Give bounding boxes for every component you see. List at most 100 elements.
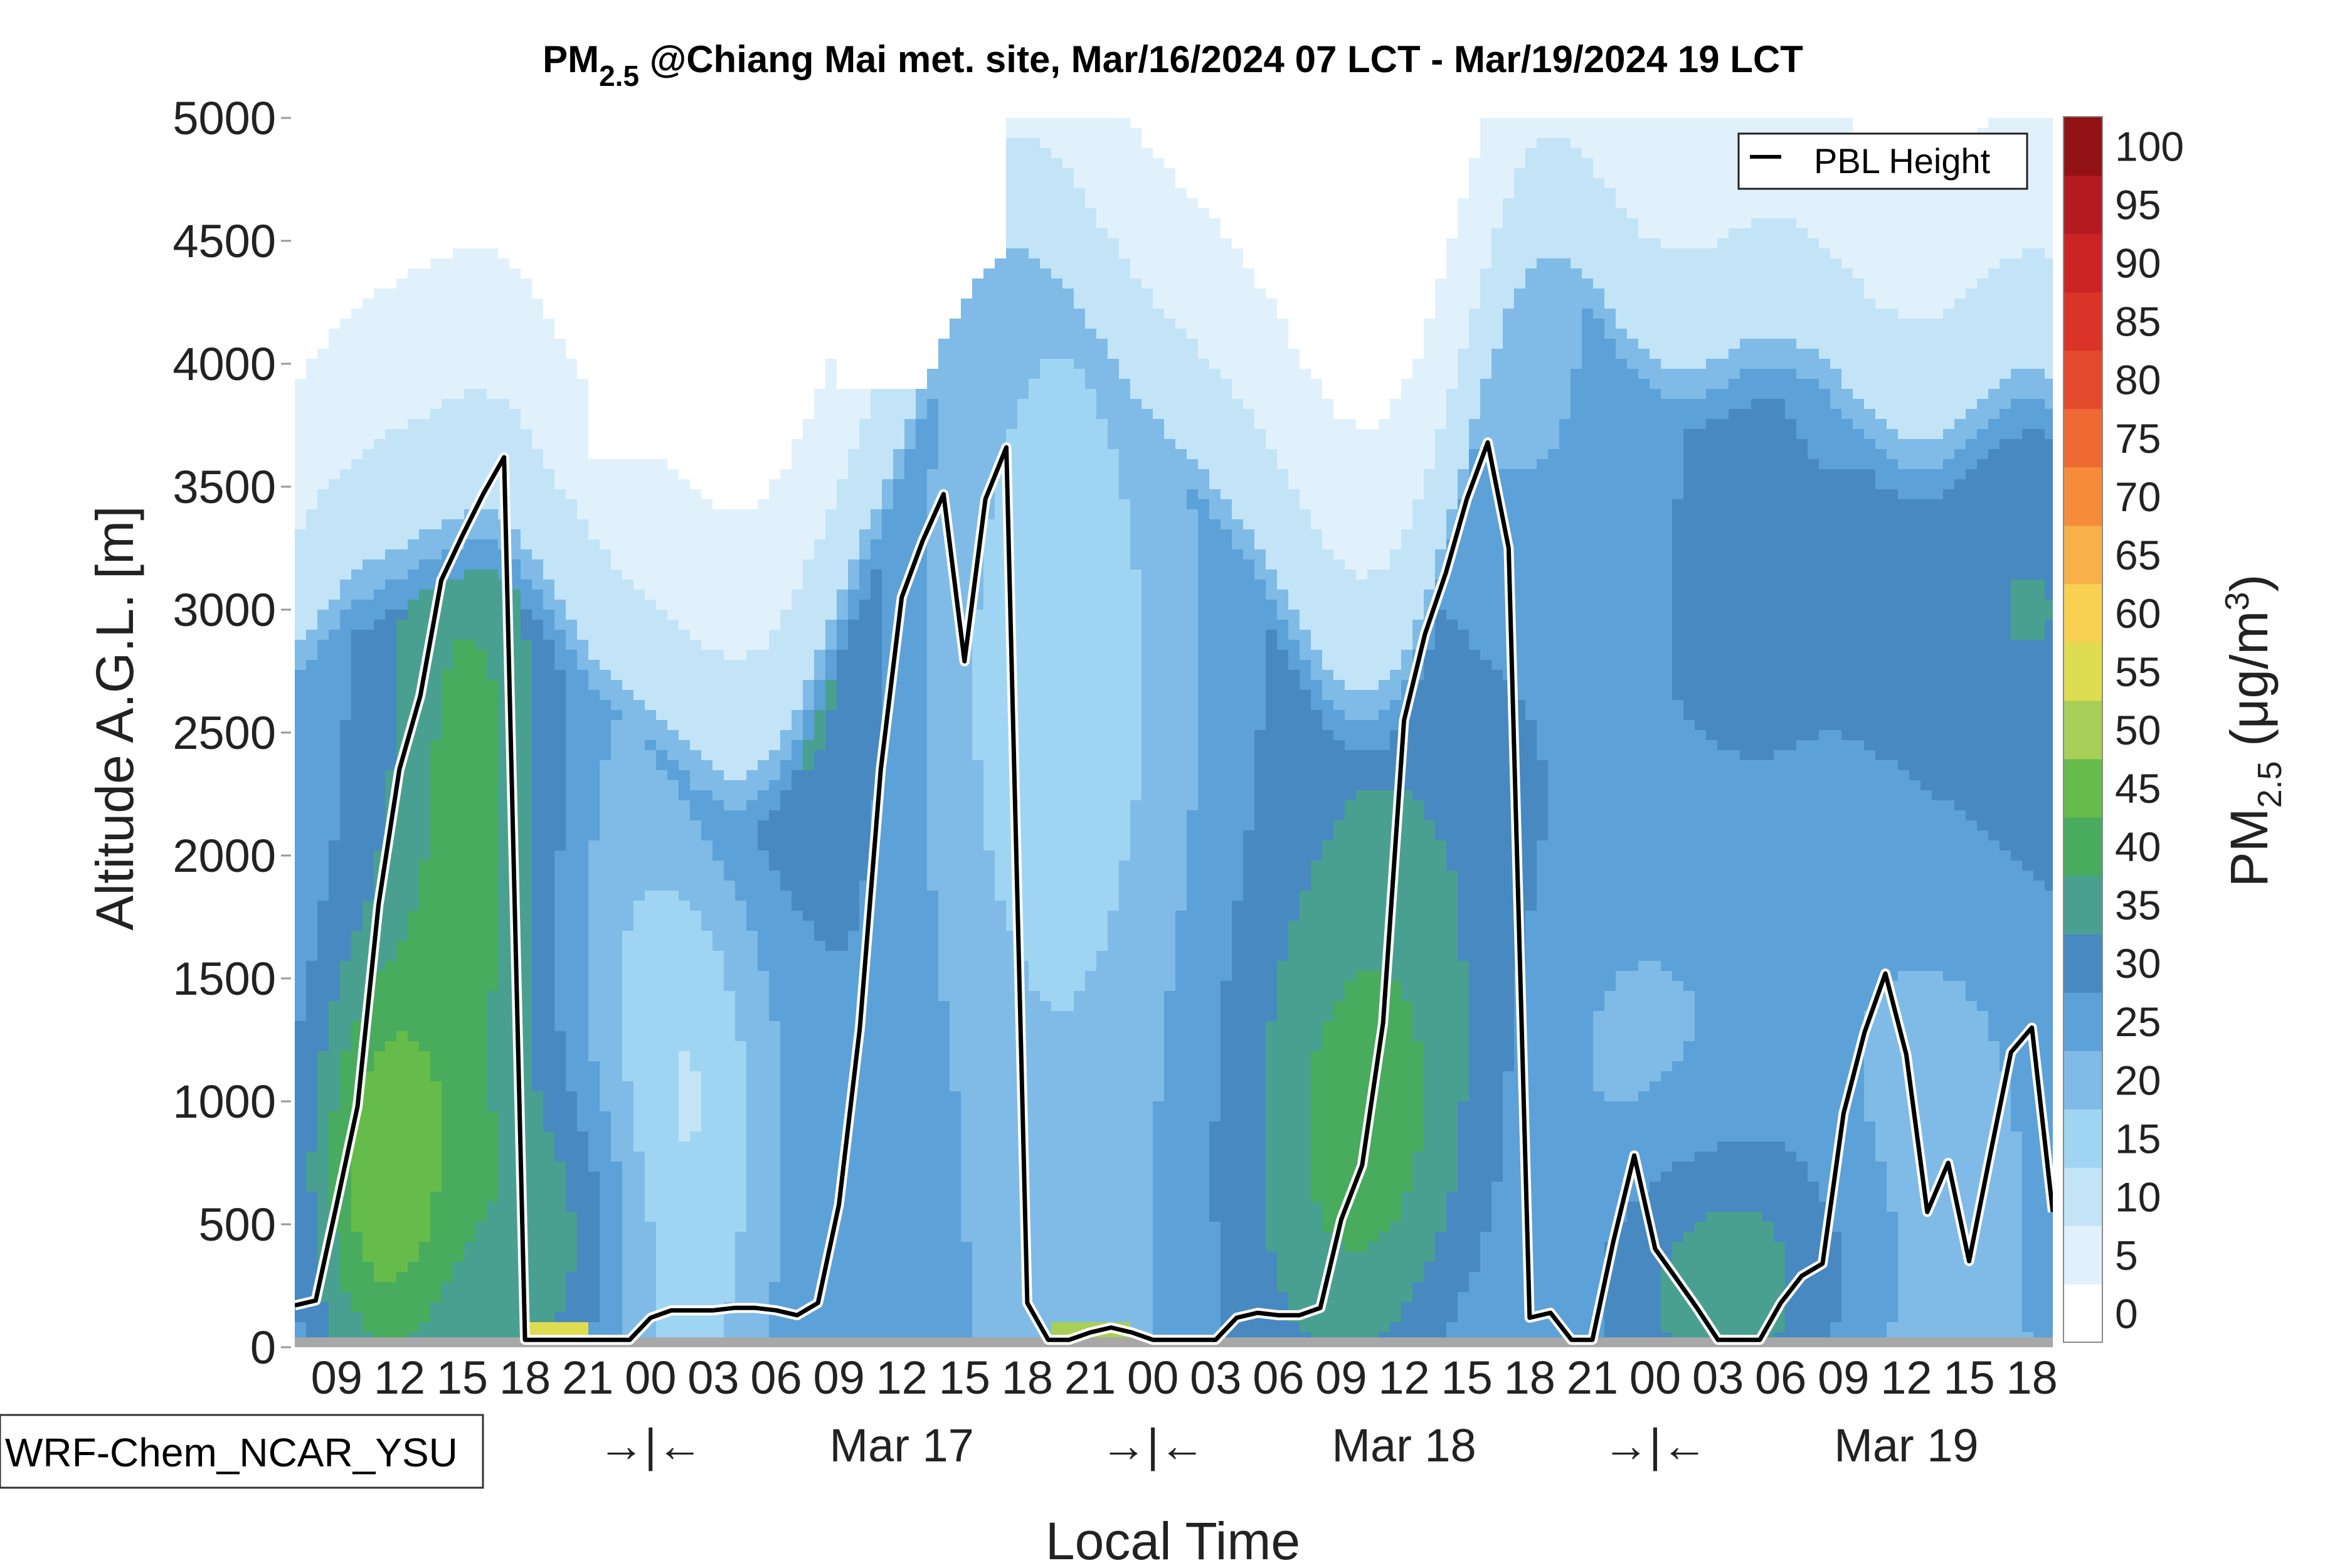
- contour-cell: [554, 660, 566, 670]
- contour-cell: [464, 921, 476, 931]
- contour-cell: [306, 1091, 318, 1102]
- contour-cell: [656, 499, 668, 510]
- contour-cell: [611, 1051, 623, 1062]
- contour-cell: [306, 820, 318, 831]
- contour-cell: [611, 871, 623, 881]
- contour-cell: [679, 349, 691, 359]
- contour-cell: [622, 1021, 634, 1032]
- contour-cell: [600, 409, 612, 420]
- contour-cell: [735, 1282, 747, 1293]
- contour-cell: [317, 1091, 329, 1102]
- contour-cell: [633, 730, 645, 741]
- contour-cell: [363, 379, 374, 389]
- contour-cell: [363, 289, 374, 299]
- contour-cell: [351, 891, 363, 901]
- contour-cell: [543, 1121, 555, 1132]
- contour-cell: [396, 459, 408, 470]
- contour-cell: [487, 499, 499, 510]
- contour-cell: [679, 1272, 691, 1283]
- contour-cell: [724, 479, 736, 490]
- contour-cell: [633, 539, 645, 550]
- contour-cell: [543, 409, 555, 420]
- contour-cell: [453, 1292, 465, 1303]
- contour-cell: [543, 1252, 555, 1263]
- contour-cell: [442, 660, 453, 670]
- contour-cell: [385, 1182, 397, 1192]
- contour-cell: [340, 690, 352, 701]
- contour-cell: [317, 238, 329, 249]
- contour-cell: [532, 228, 544, 239]
- contour-cell: [656, 690, 668, 701]
- contour-cell: [611, 198, 623, 209]
- contour-cell: [701, 1011, 713, 1022]
- contour-cell: [453, 981, 465, 992]
- contour-cell: [690, 128, 702, 139]
- contour-cell: [712, 891, 724, 901]
- contour-cell: [442, 871, 453, 881]
- contour-cell: [735, 710, 747, 721]
- contour-cell: [554, 449, 566, 460]
- contour-cell: [521, 1031, 532, 1042]
- contour-cell: [295, 1021, 307, 1032]
- contour-cell: [487, 389, 499, 400]
- contour-cell: [306, 790, 318, 801]
- contour-cell: [521, 359, 532, 369]
- contour-cell: [453, 820, 465, 831]
- contour-cell: [690, 379, 702, 389]
- contour-cell: [306, 1222, 318, 1232]
- contour-cell: [543, 991, 555, 1002]
- contour-cell: [453, 690, 465, 701]
- contour-cell: [633, 981, 645, 992]
- contour-cell: [464, 971, 476, 982]
- contour-cell: [611, 1232, 623, 1242]
- contour-cell: [509, 509, 521, 520]
- contour-cell: [329, 660, 341, 670]
- contour-cell: [464, 559, 476, 570]
- contour-cell: [306, 1142, 318, 1152]
- contour-cell: [340, 1071, 352, 1082]
- contour-cell: [588, 1262, 600, 1273]
- contour-cell: [656, 258, 668, 269]
- contour-cell: [746, 569, 758, 580]
- contour-cell: [543, 1021, 555, 1032]
- contour-cell: [633, 931, 645, 941]
- contour-cell: [746, 359, 758, 369]
- contour-cell: [712, 991, 724, 1002]
- contour-cell: [690, 580, 702, 590]
- contour-cell: [363, 1302, 374, 1313]
- contour-cell: [746, 238, 758, 249]
- contour-cell: [701, 750, 713, 761]
- contour-cell: [577, 840, 589, 851]
- contour-cell: [679, 1162, 691, 1172]
- contour-cell: [532, 329, 544, 339]
- contour-cell: [712, 1252, 724, 1263]
- contour-cell: [464, 299, 476, 309]
- contour-cell: [295, 600, 307, 610]
- contour-cell: [317, 750, 329, 761]
- contour-cell: [554, 1222, 566, 1232]
- contour-cell: [442, 1312, 453, 1323]
- contour-cell: [351, 1222, 363, 1232]
- contour-cell: [701, 941, 713, 951]
- contour-cell: [543, 820, 555, 831]
- contour-cell: [475, 1021, 487, 1032]
- contour-cell: [690, 730, 702, 741]
- contour-cell: [679, 710, 691, 721]
- contour-cell: [430, 1202, 442, 1212]
- contour-cell: [656, 1232, 668, 1242]
- contour-cell: [566, 1192, 578, 1202]
- contour-cell: [645, 750, 657, 761]
- contour-cell: [588, 1101, 600, 1112]
- contour-cell: [340, 208, 352, 219]
- contour-cell: [600, 650, 612, 660]
- contour-cell: [453, 168, 465, 179]
- contour-cell: [645, 1152, 657, 1162]
- contour-cell: [430, 278, 442, 289]
- contour-cell: [408, 569, 420, 580]
- contour-cell: [554, 1212, 566, 1222]
- contour-cell: [396, 1051, 408, 1062]
- contour-cell: [701, 339, 713, 349]
- contour-cell: [611, 449, 623, 460]
- contour-cell: [340, 479, 352, 490]
- contour-cell: [521, 218, 532, 229]
